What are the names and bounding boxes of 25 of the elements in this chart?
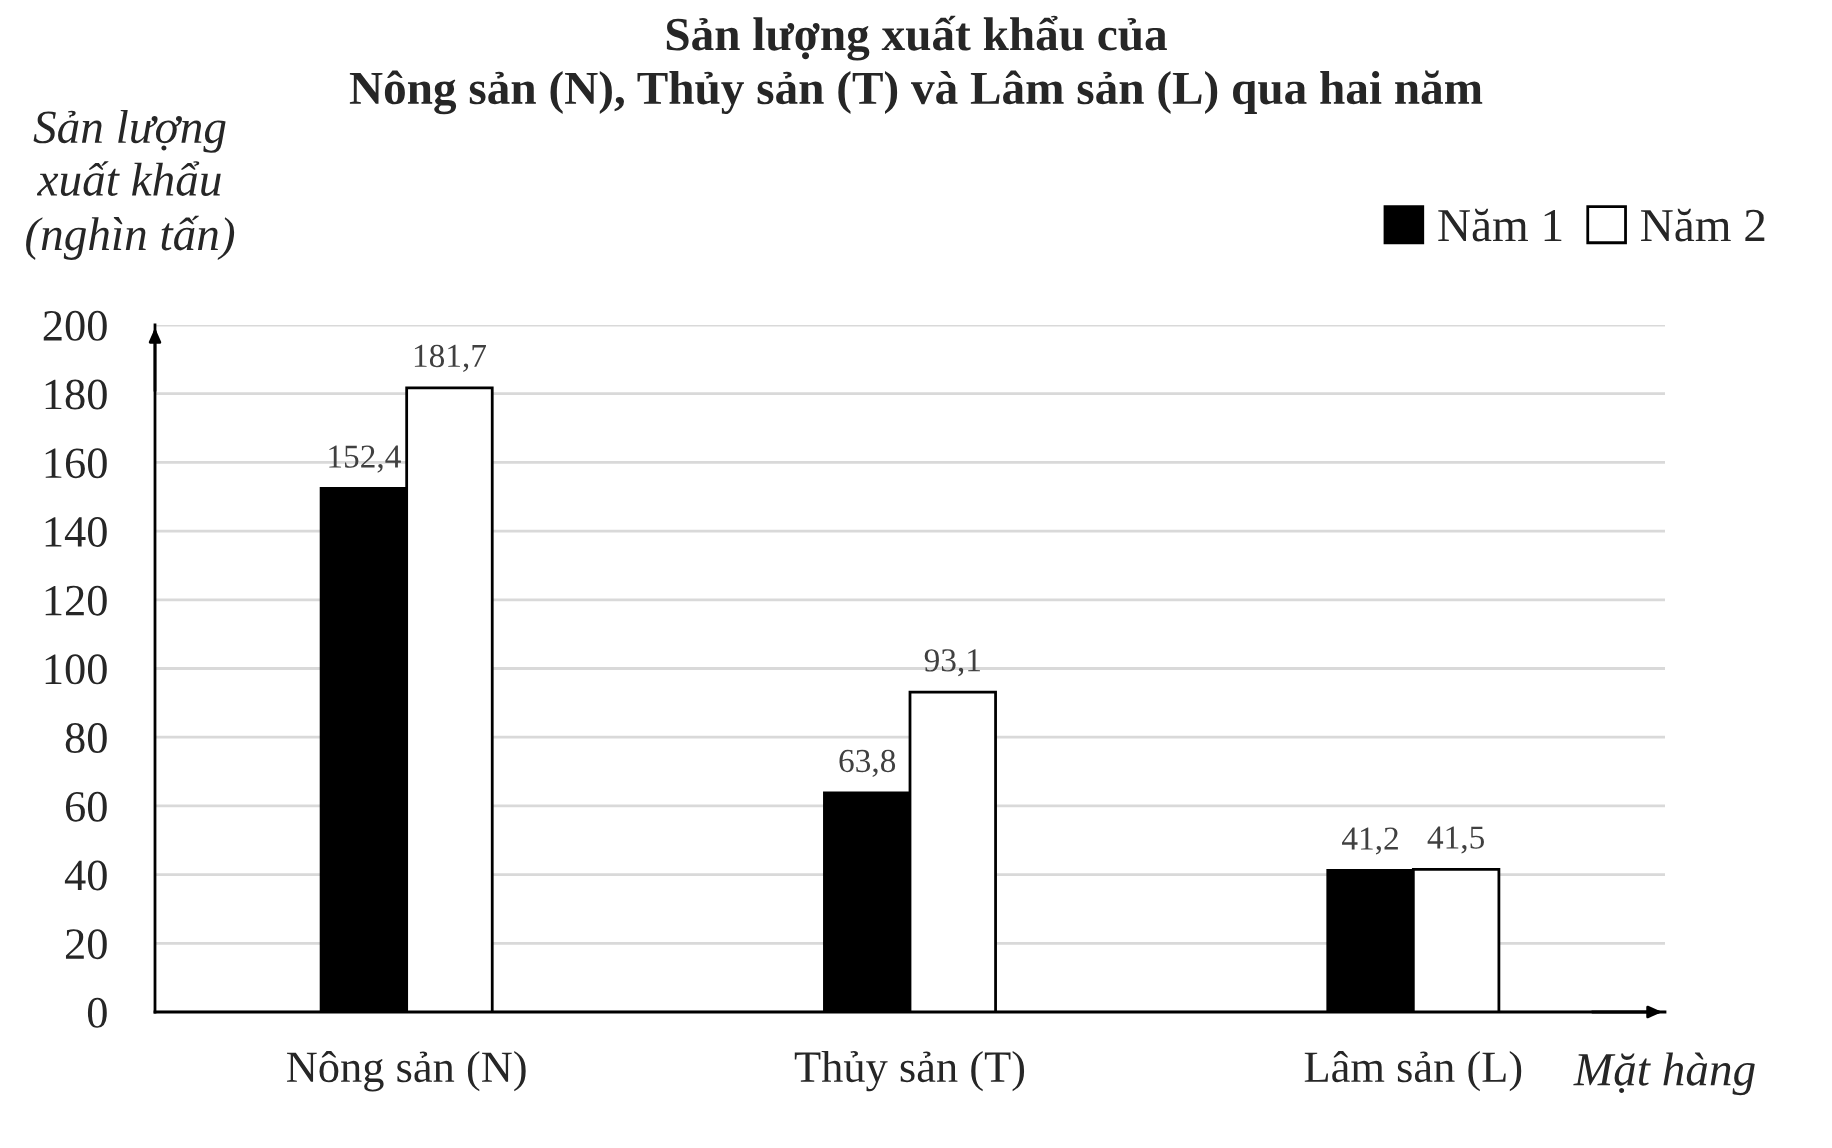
data-label: 181,7 [414, 344, 486, 372]
x-tick-label: Lâm sản (L) [1304, 1050, 1522, 1092]
y-tick-label: 120 [45, 585, 107, 616]
data-label: 41,2 [1342, 827, 1398, 855]
y-tick-label: 20 [65, 929, 107, 960]
data-label: 93,1 [924, 649, 980, 677]
y-tick-label: 140 [45, 516, 107, 547]
x-tick-label: Nông sản (N) [286, 1050, 526, 1092]
y-tick-label: 180 [45, 379, 107, 410]
y-tick-label: 200 [43, 310, 107, 341]
y-tick-label: 40 [64, 860, 107, 891]
y-axis-title: Sản lượng xuất khẩu (nghìn tấn) [26, 110, 235, 260]
x-axis-title: Mặt hàng [1573, 1052, 1755, 1096]
y-tick-label: 60 [65, 791, 107, 822]
legend-label: Năm 2 [1641, 208, 1765, 242]
legend-label: Năm 1 [1438, 208, 1562, 242]
y-tick-label: 0 [87, 997, 107, 1028]
data-label: 63,8 [839, 749, 896, 777]
chart-title: Sản lượng xuất khẩu của Nông sản (N), Thủy sản (T) và Lâm sản (L) qua hai năm [349, 15, 1483, 115]
y-tick-label: 80 [65, 723, 107, 754]
y-tick-label: 160 [45, 448, 107, 479]
x-tick-label: Thủy sản (T) [794, 1050, 1025, 1092]
data-label: 41,5 [1427, 826, 1484, 854]
y-tick-label: 100 [45, 654, 107, 685]
data-label: 152,4 [329, 445, 401, 473]
